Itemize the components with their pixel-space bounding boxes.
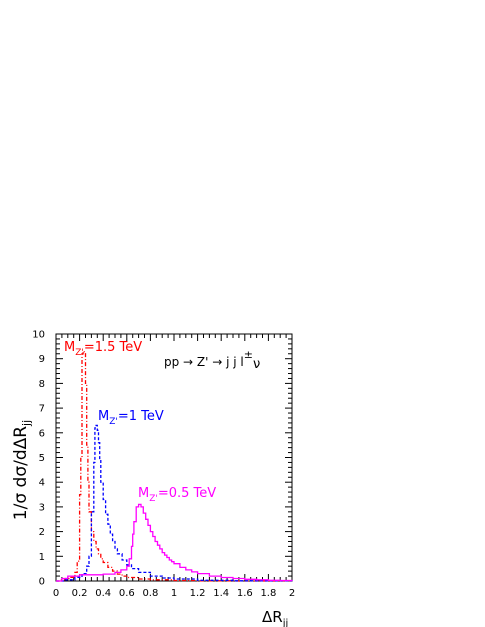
series-line-1	[56, 350, 292, 582]
y-axis-label-sub: jj	[20, 420, 33, 427]
x-tick-label: 0.6	[119, 588, 135, 599]
y-axis: 0 1 2 3 4 5 6 7 8 9 10	[32, 330, 292, 588]
y-tick-label: 0	[39, 577, 45, 588]
annotations: MZ'=1.5 TeV MZ'=1 TeV MZ'=0.5 TeV	[64, 340, 216, 504]
x-axis: 0 0.2 0.4 0.6 0.8 1 1.2 1.4 1.6 1.8 2	[53, 334, 295, 599]
x-tick-label: 0.8	[142, 588, 158, 599]
x-axis-label-sub: jj	[282, 618, 289, 627]
y-axis-label: 1/σ dσ/dΔRjj	[11, 420, 33, 520]
x-axis-label: ΔRjj	[262, 608, 288, 627]
y-tick-label: 4	[39, 478, 45, 489]
series-label-1: MZ'=1.5 TeV	[64, 340, 142, 358]
x-tick-label: 0.2	[72, 588, 88, 599]
x-tick-label: 1	[171, 588, 177, 599]
x-tick-label: 1.4	[213, 588, 229, 599]
series-layer	[56, 350, 293, 582]
process-label: pp → Z' → j j l±ν	[164, 348, 260, 372]
x-tick-label: 1.6	[237, 588, 253, 599]
x-tick-label: 0	[53, 588, 59, 599]
x-tick-label: 2	[289, 588, 295, 599]
y-tick-label: 1	[39, 552, 45, 563]
y-tick-label: 6	[39, 428, 45, 439]
series-line-3	[56, 503, 293, 582]
series-label-2: MZ'=1 TeV	[98, 409, 164, 427]
y-tick-label: 10	[32, 330, 45, 341]
y-tick-label: 8	[39, 379, 45, 390]
y-tick-label: 5	[39, 453, 45, 464]
y-tick-label: 2	[39, 527, 45, 538]
y-tick-label: 9	[39, 354, 45, 365]
y-tick-label: 7	[39, 404, 45, 415]
series-label-3: MZ'=0.5 TeV	[138, 486, 216, 504]
x-tick-label: 0.4	[95, 588, 111, 599]
x-tick-label: 1.8	[260, 588, 276, 599]
y-tick-label: 3	[39, 502, 45, 513]
series-line-2	[56, 424, 293, 582]
x-tick-label: 1.2	[190, 588, 206, 599]
